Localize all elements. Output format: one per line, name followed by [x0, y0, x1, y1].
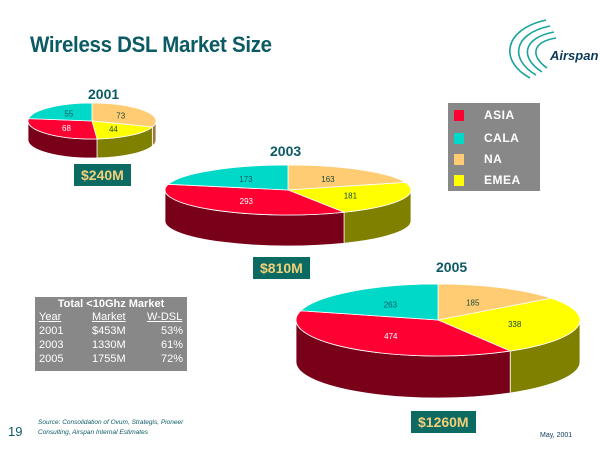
market-table-title: Total <10Ghz Market	[57, 298, 165, 310]
legend-swatch-emea	[454, 174, 464, 186]
pie-data-label: 73	[116, 111, 125, 120]
legend-item-cala: CALA	[454, 129, 519, 147]
table-cell: 1330M	[92, 339, 126, 351]
date-label: May, 2001	[540, 432, 573, 439]
airspan-logo: Airspan	[490, 12, 600, 82]
table-header-wdsl: W-DSL	[147, 311, 183, 323]
pie-slice-na	[287, 164, 407, 191]
pie-slice-cala	[299, 283, 439, 321]
table-cell: 1755M	[92, 353, 126, 365]
source-note: Source: Consolidation of Ovum, Strategis…	[38, 418, 218, 438]
legend-item-emea: EMEA	[454, 171, 521, 189]
table-cell: 2005	[39, 353, 64, 365]
page-title: Wireless DSL Market Size	[30, 32, 272, 57]
pie-data-label: 181	[344, 191, 358, 200]
legend-swatch-asia	[454, 109, 464, 121]
table-cell: 72%	[160, 353, 183, 365]
legend-swatch-cala	[454, 132, 464, 144]
pie-slice-cala	[167, 164, 289, 191]
pie-slice-emea	[91, 120, 154, 140]
pie-2005: 185 338 474 263	[295, 283, 581, 399]
legend-swatch-na	[454, 153, 464, 165]
chart-legend: ASIA CALA NA EMEA	[448, 103, 540, 191]
source-line-2: Consulting, Airspan Internal Estimates	[38, 429, 148, 436]
pie-slice-emea	[436, 297, 581, 352]
slide-number: 19	[8, 424, 23, 439]
pie-2003: 163 181 293 173	[164, 164, 412, 247]
table-header-year: Year	[39, 311, 62, 323]
table-header-market: Market	[92, 311, 126, 323]
legend-label: ASIA	[484, 108, 515, 122]
pie-data-label: 163	[321, 175, 335, 184]
pie-slice-asia	[295, 310, 512, 357]
pie-data-label: 293	[240, 197, 254, 206]
table-cell: 61%	[160, 339, 183, 351]
pie-2005-title: 2005	[436, 259, 468, 275]
pie-slice-na	[91, 102, 157, 128]
pie-data-label: 185	[466, 298, 480, 307]
legend-label: NA	[484, 152, 503, 166]
pie-data-label: 173	[239, 175, 253, 184]
pie-data-label: 68	[62, 124, 71, 133]
pie-data-label: 55	[64, 110, 73, 119]
logo-wordmark: Airspan	[549, 48, 598, 63]
table-cell: 2001	[39, 325, 64, 337]
table-cell: $453M	[92, 325, 126, 337]
pie-slice-na	[437, 283, 553, 321]
source-line-1: Source: Consolidation of Ovum, Strategis…	[38, 419, 184, 426]
total-2003-badge: $810M	[253, 257, 310, 279]
legend-label: EMEA	[484, 173, 521, 187]
table-cell: 2003	[39, 339, 64, 351]
total-2001-badge: $240M	[74, 164, 131, 186]
legend-item-asia: ASIA	[454, 106, 515, 124]
pie-data-label: 338	[508, 320, 522, 329]
pie-2001-title: 2001	[88, 86, 120, 102]
pie-slice-asia	[164, 183, 345, 216]
pie-2003-title: 2003	[270, 143, 302, 159]
pie-data-label: 44	[109, 125, 118, 134]
table-cell: 53%	[160, 325, 183, 337]
legend-item-na: NA	[454, 150, 502, 168]
pie-data-label: 263	[384, 300, 398, 309]
pie-slice-asia	[27, 118, 98, 140]
pie-data-label: 474	[384, 332, 398, 341]
pie-slice-emea	[287, 182, 412, 213]
total-2005-badge: $1260M	[411, 411, 476, 433]
airspan-swoosh-icon: Airspan	[509, 19, 598, 79]
legend-label: CALA	[484, 131, 520, 145]
market-table: Total <10Ghz Market Year Market W-DSL 20…	[35, 297, 187, 371]
pie-2001: 73 44 68 55	[27, 102, 157, 159]
pie-slice-cala	[27, 102, 93, 122]
